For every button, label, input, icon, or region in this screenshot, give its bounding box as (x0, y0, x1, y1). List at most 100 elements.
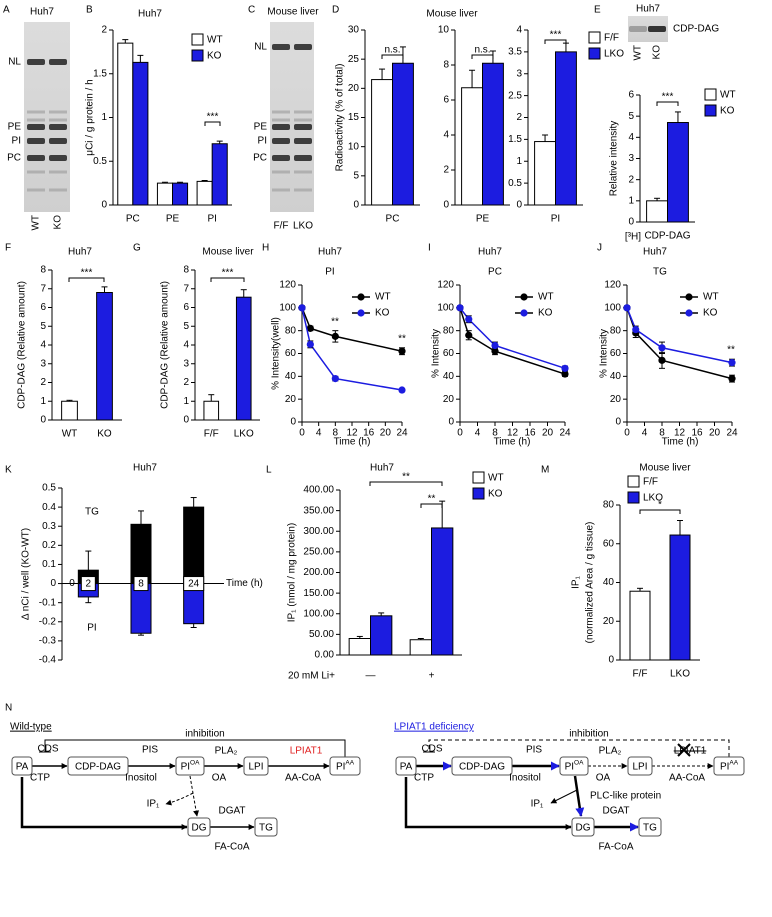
panel-letter: I (428, 243, 431, 254)
node-superscript: AA (345, 759, 354, 766)
node-label: PIAA (336, 759, 355, 772)
y-tick-label: 80 (443, 325, 455, 336)
series-line (459, 307, 566, 370)
y-tick-label: 50.00 (309, 629, 334, 640)
gel (270, 22, 314, 212)
pathway-arrow (404, 777, 572, 830)
legend-swatch (704, 88, 717, 101)
node-label: TG (259, 822, 273, 833)
panel-letter: D (332, 5, 339, 16)
y-tick-label: 1 (40, 396, 46, 407)
chart-title: Huh7 (370, 463, 394, 474)
node-text: PA (400, 761, 413, 772)
y-tick-label: 0 (448, 417, 454, 428)
y-tick-label: 60 (610, 348, 622, 359)
data-point (465, 315, 473, 323)
y-tick-label: 0.5 (93, 156, 107, 167)
pathway-label: AA-CoA (669, 773, 705, 784)
pathway-label: FA-CoA (214, 842, 249, 853)
data-point (561, 364, 569, 372)
significance-label: ** (428, 494, 436, 505)
y-tick-label: 3 (628, 153, 634, 164)
bar (183, 506, 205, 585)
gel-band (272, 138, 290, 144)
x-tick-label: 4 (642, 428, 648, 439)
data-point (658, 356, 666, 364)
lane-label: WT (633, 45, 644, 61)
y-tick-label: 60 (603, 538, 615, 549)
series-line (301, 307, 403, 352)
y-axis-label: Radioactivity (% of total) (335, 64, 346, 172)
pathway-arrow (189, 775, 200, 817)
gel-band (49, 155, 67, 161)
bar (203, 400, 220, 421)
band-label: PI (258, 136, 267, 147)
node-text: PI (181, 761, 190, 772)
y-tick-label: 0.00 (315, 650, 335, 661)
chart-subtitle: PC (488, 267, 502, 278)
pathway-label: IP₁ (147, 799, 160, 810)
gel-band-faint (27, 110, 45, 114)
y-axis-label: % Intensity (599, 329, 610, 378)
chart-title: Huh7 (643, 247, 667, 258)
node-label: DG (576, 822, 591, 833)
legend-label: WT (375, 292, 391, 303)
node-text: LPI (632, 761, 647, 772)
y-tick-label: 0 (40, 415, 46, 426)
pathway-label: FA-CoA (598, 842, 633, 853)
chart-title: Huh7 (318, 247, 342, 258)
node-box (243, 756, 269, 776)
gel-band-faint (27, 170, 45, 174)
x-tick-label: 4 (475, 428, 481, 439)
inhibition-label: inhibition (569, 729, 608, 740)
y-tick-label: 0.5 (42, 483, 56, 494)
chart-title: Huh7 (478, 247, 502, 258)
legend-label: WT (207, 35, 223, 46)
y-tick-label: 0 (615, 417, 621, 428)
significance-label: ** (398, 334, 406, 345)
node-box (67, 756, 129, 776)
x-tick-label: 12 (507, 428, 519, 439)
significance-label: n.s. (474, 45, 490, 56)
y-tick-label: 1 (516, 156, 522, 167)
y-tick-label: 4 (183, 340, 189, 351)
chart-title: Mouse liver (639, 463, 691, 474)
legend-swatch (472, 471, 485, 484)
node-box (329, 756, 361, 776)
y-tick-label: 0 (608, 655, 614, 666)
legend-swatch (588, 47, 601, 60)
pathway-label: PLA₂ (599, 746, 622, 757)
bar (117, 42, 134, 206)
significance-label: n.s. (384, 45, 400, 56)
node-box (187, 817, 211, 837)
panel-letter: B (86, 5, 93, 16)
band-label: PE (254, 122, 268, 133)
bar (482, 62, 504, 206)
data-point (465, 331, 473, 339)
y-tick-label: 20 (443, 394, 455, 405)
gel-band (272, 44, 290, 50)
node-box (559, 756, 589, 776)
x-tick-label: F/F (204, 429, 219, 440)
legend-marker (357, 293, 365, 301)
legend-label: KO (488, 489, 503, 500)
lane-label: KO (652, 45, 663, 60)
data-point (658, 344, 666, 352)
y-tick-label: 2.5 (508, 90, 522, 101)
significance-label: * (658, 500, 662, 511)
x-tick-label: 8 (333, 428, 339, 439)
node-label: LPI (248, 761, 263, 772)
y-tick-label: 5 (353, 170, 359, 181)
x-tick-label: 24 (188, 579, 200, 590)
legend-label: KO (703, 308, 718, 319)
data-point (331, 332, 339, 340)
gel-title: Huh7 (30, 7, 54, 18)
significance-label: *** (81, 268, 93, 279)
pathway-arrow (573, 775, 585, 817)
bar (431, 527, 454, 656)
panel-letter: M (541, 465, 549, 476)
legend-marker (520, 309, 528, 317)
y-tick-label: 2 (183, 377, 189, 388)
y-tick-label: 6 (183, 302, 189, 313)
gel-band-faint (272, 110, 290, 114)
